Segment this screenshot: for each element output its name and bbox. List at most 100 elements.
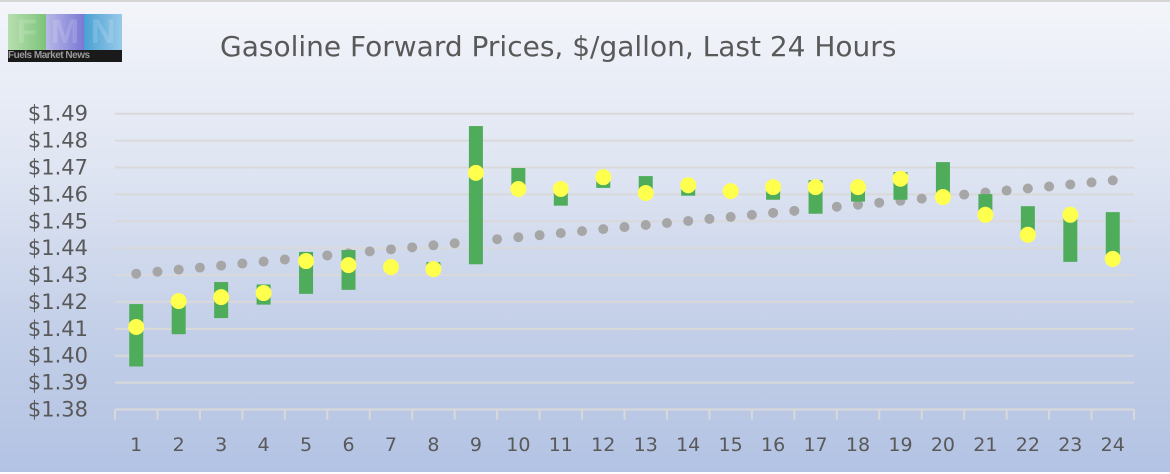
trend-dot [407,242,418,253]
price-marker [255,285,272,302]
y-tick-label: $1.48 [28,129,88,153]
trend-dot [194,262,205,273]
price-marker [807,179,824,196]
logo-letter-n: N [84,13,122,51]
trend-dot [640,220,651,231]
y-tick-label: $1.45 [28,209,88,233]
x-tick-label: 24 [1101,434,1125,456]
y-tick-label: $1.41 [28,317,88,341]
price-marker [552,180,569,197]
logo-text: Fuels Market News [8,50,122,62]
price-marker [1019,226,1036,243]
x-tick-label: 5 [300,434,312,456]
price-marker [382,258,399,275]
price-marker [170,293,187,310]
trend-dot [449,238,460,249]
trend-dot [916,193,927,204]
trend-dot [1107,175,1118,186]
price-marker [1104,250,1121,267]
chart-title: Gasoline Forward Prices, $/gallon, Last … [220,30,897,63]
price-marker [510,180,527,197]
x-tick-label: 1 [130,434,142,456]
x-tick-label: 16 [761,434,785,456]
trend-dot [768,207,779,218]
range-bar [468,126,483,265]
trend-dot [152,266,163,277]
range-bar [171,301,186,335]
price-marker [425,261,442,278]
price-marker [298,253,315,270]
x-tick-label: 20 [931,434,955,456]
x-tick-label: 12 [591,434,615,456]
x-tick-label: 8 [427,434,439,456]
x-tick-label: 7 [385,434,397,456]
trend-dot [364,246,375,257]
x-tick-label: 9 [470,434,482,456]
x-tick-label: 6 [342,434,354,456]
logo-letter-f: F [8,13,46,51]
trend-dot [661,217,672,228]
price-marker [680,177,697,194]
trend-dot [173,264,184,275]
trend-dot [555,228,566,239]
y-tick-label: $1.47 [28,155,88,179]
trend-dot [1001,185,1012,196]
trend-dot [1065,179,1076,190]
x-tick-label: 17 [803,434,827,456]
y-tick-label: $1.46 [28,182,88,206]
y-tick-label: $1.40 [28,344,88,368]
trend-dot [683,215,694,226]
price-marker [722,183,739,200]
trend-dot [1086,177,1097,188]
price-marker [892,170,909,187]
y-tick-label: $1.39 [28,371,88,395]
x-tick-label: 14 [676,434,700,456]
trend-dot [237,258,248,269]
x-tick-label: 22 [1016,434,1040,456]
trend-dot [322,250,333,261]
trend-dot [577,226,588,237]
price-marker [765,179,782,196]
price-marker [1062,206,1079,223]
trend-dot [789,205,800,216]
trend-dot [428,240,439,251]
trend-dot [385,244,396,255]
x-tick-label: 3 [215,434,227,456]
y-tick-label: $1.49 [28,102,88,126]
x-tick-label: 2 [173,434,185,456]
trend-dot [258,256,269,267]
x-tick-label: 23 [1058,434,1082,456]
price-marker [467,164,484,181]
price-marker [637,185,654,202]
y-tick-label: $1.43 [28,263,88,287]
trend-dot [959,189,970,200]
price-marker [850,179,867,196]
range-bar [129,304,144,367]
trend-dot [874,197,885,208]
trend-dot [704,213,715,224]
x-tick-label: 21 [973,434,997,456]
x-tick-label: 11 [549,434,573,456]
y-tick-label: $1.44 [28,236,88,260]
x-tick-label: 13 [634,434,658,456]
price-marker [934,189,951,206]
range-bar [935,162,950,198]
price-marker [340,257,357,274]
trend-dot [216,260,227,271]
x-tick-label: 4 [258,434,270,456]
trend-dot [853,199,864,210]
fmn-logo: F M N Fuels Market News [8,13,122,62]
trend-dot [534,230,545,241]
trend-dot [598,224,609,235]
y-tick-label: $1.42 [28,290,88,314]
price-marker [977,206,994,223]
trend-dot [725,211,736,222]
price-marker [595,169,612,186]
x-tick-label: 18 [846,434,870,456]
x-tick-label: 19 [888,434,912,456]
price-marker [213,289,230,306]
range-bar [1105,212,1120,259]
x-tick-label: 15 [719,434,743,456]
